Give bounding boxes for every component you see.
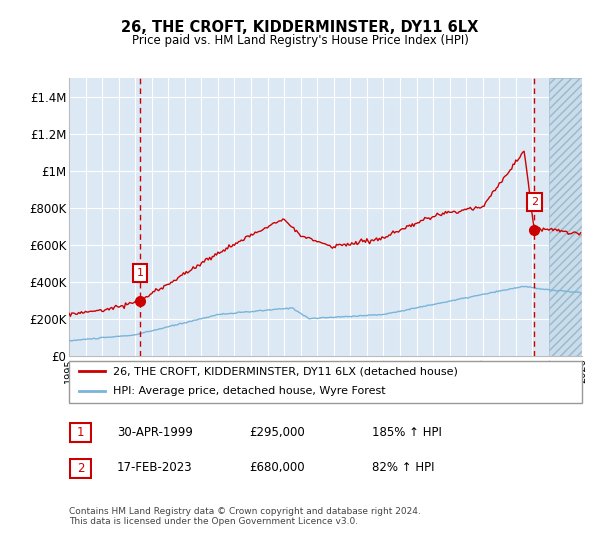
Text: Price paid vs. HM Land Registry's House Price Index (HPI): Price paid vs. HM Land Registry's House … — [131, 34, 469, 46]
Text: 26, THE CROFT, KIDDERMINSTER, DY11 6LX (detached house): 26, THE CROFT, KIDDERMINSTER, DY11 6LX (… — [113, 366, 457, 376]
Text: £680,000: £680,000 — [249, 461, 305, 474]
Text: £295,000: £295,000 — [249, 426, 305, 439]
Text: 82% ↑ HPI: 82% ↑ HPI — [372, 461, 434, 474]
Text: HPI: Average price, detached house, Wyre Forest: HPI: Average price, detached house, Wyre… — [113, 386, 385, 396]
Text: Contains HM Land Registry data © Crown copyright and database right 2024.
This d: Contains HM Land Registry data © Crown c… — [69, 507, 421, 526]
Text: 2: 2 — [531, 197, 538, 207]
Text: 1: 1 — [77, 426, 84, 440]
Text: 2: 2 — [77, 461, 84, 475]
Bar — [549, 78, 590, 356]
Text: 30-APR-1999: 30-APR-1999 — [117, 426, 193, 439]
Text: 17-FEB-2023: 17-FEB-2023 — [117, 461, 193, 474]
Text: 1: 1 — [136, 268, 143, 278]
Text: 185% ↑ HPI: 185% ↑ HPI — [372, 426, 442, 439]
Text: 26, THE CROFT, KIDDERMINSTER, DY11 6LX: 26, THE CROFT, KIDDERMINSTER, DY11 6LX — [121, 20, 479, 35]
